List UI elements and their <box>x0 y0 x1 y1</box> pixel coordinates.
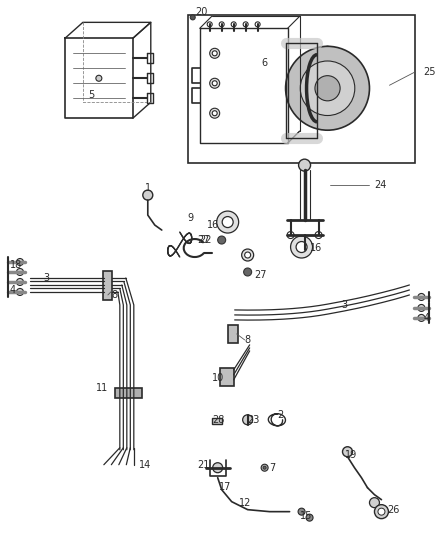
Text: 21: 21 <box>198 460 210 470</box>
Bar <box>115 388 142 398</box>
Circle shape <box>210 49 220 58</box>
Text: 4: 4 <box>10 285 16 295</box>
Bar <box>220 368 233 386</box>
Text: 3: 3 <box>342 300 348 310</box>
Text: 12: 12 <box>238 498 251 507</box>
Text: 10: 10 <box>212 373 225 383</box>
Circle shape <box>96 75 102 81</box>
Circle shape <box>378 508 385 515</box>
Circle shape <box>263 466 266 469</box>
Circle shape <box>296 241 307 253</box>
Circle shape <box>370 498 379 507</box>
Text: 3: 3 <box>44 273 50 283</box>
Circle shape <box>343 447 353 457</box>
Circle shape <box>218 236 226 244</box>
Circle shape <box>17 269 24 276</box>
Circle shape <box>243 22 248 27</box>
Circle shape <box>418 314 425 321</box>
Text: 17: 17 <box>219 482 231 491</box>
Text: 2: 2 <box>278 410 284 420</box>
Text: 5: 5 <box>88 90 95 100</box>
Circle shape <box>299 159 311 171</box>
Circle shape <box>245 252 251 258</box>
Text: 18: 18 <box>10 260 22 270</box>
Circle shape <box>287 231 294 239</box>
Text: 1: 1 <box>145 183 151 193</box>
Text: 8: 8 <box>245 335 251 345</box>
Ellipse shape <box>317 46 338 130</box>
Text: 28: 28 <box>212 415 225 425</box>
Text: 16: 16 <box>208 220 220 230</box>
Bar <box>103 271 112 301</box>
Circle shape <box>306 514 313 521</box>
Text: 23: 23 <box>247 415 260 425</box>
Circle shape <box>17 278 24 286</box>
Text: 9: 9 <box>188 213 194 223</box>
Text: 19: 19 <box>345 450 357 460</box>
Text: 6: 6 <box>261 58 268 68</box>
Text: 27: 27 <box>254 270 267 280</box>
Circle shape <box>298 508 305 515</box>
Circle shape <box>210 78 220 88</box>
Circle shape <box>418 294 425 301</box>
Bar <box>228 325 238 343</box>
Circle shape <box>418 304 425 311</box>
Text: 15: 15 <box>300 511 312 521</box>
Text: 20: 20 <box>196 7 208 18</box>
Circle shape <box>300 249 308 257</box>
Text: 11: 11 <box>95 383 108 393</box>
Circle shape <box>207 22 212 27</box>
Circle shape <box>17 259 24 265</box>
Circle shape <box>261 464 268 471</box>
Circle shape <box>374 505 389 519</box>
Text: 4: 4 <box>423 313 429 323</box>
Circle shape <box>143 190 153 200</box>
Circle shape <box>315 76 340 101</box>
Circle shape <box>300 61 355 116</box>
Text: 27: 27 <box>197 235 210 245</box>
Circle shape <box>244 268 252 276</box>
Circle shape <box>190 15 195 20</box>
Text: 8: 8 <box>112 290 118 300</box>
Bar <box>188 15 415 163</box>
Bar <box>212 418 222 424</box>
Circle shape <box>286 46 370 130</box>
Circle shape <box>210 108 220 118</box>
Circle shape <box>212 81 217 86</box>
Circle shape <box>242 249 254 261</box>
Circle shape <box>219 22 224 27</box>
Circle shape <box>212 111 217 116</box>
Circle shape <box>222 216 233 228</box>
Text: 16: 16 <box>310 243 322 253</box>
Circle shape <box>217 211 239 233</box>
Circle shape <box>213 463 223 473</box>
Text: 25: 25 <box>424 67 436 77</box>
Circle shape <box>17 288 24 295</box>
Text: 26: 26 <box>388 505 400 515</box>
Text: 14: 14 <box>139 460 151 470</box>
Circle shape <box>243 415 253 425</box>
Text: 24: 24 <box>374 180 387 190</box>
Circle shape <box>290 236 313 258</box>
Text: 22: 22 <box>200 235 212 245</box>
Circle shape <box>255 22 260 27</box>
Circle shape <box>212 51 217 56</box>
Circle shape <box>315 231 322 239</box>
Text: 7: 7 <box>270 463 276 473</box>
Circle shape <box>231 22 236 27</box>
